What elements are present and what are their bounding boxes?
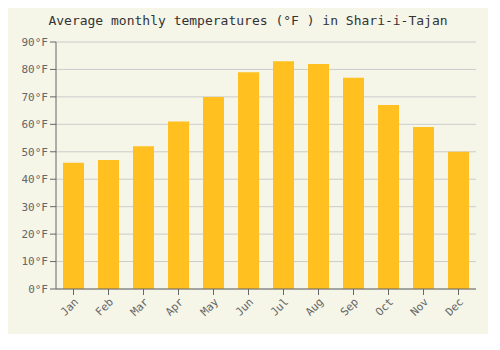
svg-text:30°F: 30°F	[22, 201, 49, 214]
svg-text:Feb: Feb	[93, 295, 116, 318]
svg-text:0°F: 0°F	[28, 283, 48, 296]
svg-text:Oct: Oct	[373, 295, 396, 318]
svg-text:Jun: Jun	[233, 295, 256, 318]
svg-text:Dec: Dec	[443, 295, 466, 318]
svg-text:Jul: Jul	[268, 295, 291, 318]
svg-text:80°F: 80°F	[22, 63, 49, 76]
html-text:Average monthly temperatures (: Average monthly temperatures (°F ) in Sh…	[48, 13, 448, 28]
svg-text:Nov: Nov	[408, 295, 432, 319]
svg-text:May: May	[198, 295, 222, 319]
svg-text:20°F: 20°F	[22, 228, 49, 241]
svg-text:40°F: 40°F	[22, 173, 49, 186]
svg-text:70°F: 70°F	[22, 91, 49, 104]
svg-text:90°F: 90°F	[22, 36, 49, 49]
svg-text:Aug: Aug	[303, 295, 326, 318]
svg-text:Jan: Jan	[58, 295, 81, 318]
svg-text:10°F: 10°F	[22, 255, 49, 268]
svg-text:Sep: Sep	[338, 295, 361, 318]
svg-text:50°F: 50°F	[22, 146, 49, 159]
svg-text:Mar: Mar	[128, 295, 152, 319]
svg-text:Apr: Apr	[163, 295, 187, 319]
svg-text:60°F: 60°F	[22, 118, 49, 131]
